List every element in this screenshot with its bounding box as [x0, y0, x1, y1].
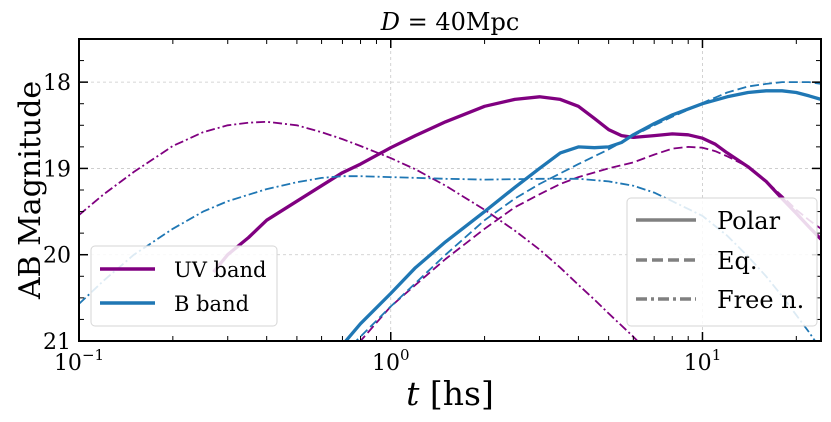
legend-styles: Polar Eq. Free n.	[626, 197, 818, 327]
y-tick-label: 19	[43, 157, 71, 182]
chart-title: D = 40Mpc	[380, 8, 520, 36]
series-line-uv-band-polar	[212, 95, 821, 274]
series-line-uv-band-free-n	[79, 120, 639, 341]
legend-free-n-label: Free n.	[717, 286, 804, 314]
y-tick-label: 18	[43, 71, 71, 96]
ticks	[78, 39, 821, 342]
y-axis-label: AB Magnitude	[13, 81, 48, 300]
x-tick-label-exp: −1	[82, 346, 104, 364]
x-tick-label: 10−1	[54, 346, 104, 376]
legend-bands-box	[90, 245, 278, 327]
x-axis-label-var: t	[406, 374, 420, 413]
x-axis-label-space	[419, 374, 430, 413]
x-tick-label-base: 10	[54, 351, 82, 376]
x-tick-label: 100	[372, 346, 410, 376]
legend-b-band-label: B band	[174, 292, 249, 316]
legend-uv-band-label: UV band	[174, 258, 266, 282]
y-tick-label: 21	[43, 330, 71, 355]
x-tick-label-exp: 0	[400, 346, 410, 364]
x-tick-label-base: 10	[684, 351, 712, 376]
x-axis-label: t [hs]	[406, 374, 494, 413]
x-tick-label-base: 10	[372, 351, 400, 376]
series-line-uv-band-eq	[359, 145, 821, 341]
legend-styles-box	[626, 197, 818, 327]
series-line-b-band-polar	[343, 89, 821, 341]
legend-eq-label: Eq.	[717, 247, 758, 275]
legend-bands: UV band B band	[90, 245, 278, 327]
x-axis-label-unit: [hs]	[430, 374, 494, 413]
legend-polar-label: Polar	[717, 207, 781, 235]
series-line-b-band-eq	[354, 81, 821, 341]
x-tick-label: 101	[684, 346, 722, 376]
chart-title-var: D	[380, 8, 400, 36]
x-tick-label-exp: 1	[712, 346, 722, 364]
series-layer	[79, 81, 821, 341]
chart-title-rest: = 40Mpc	[400, 8, 519, 36]
y-tick-label: 20	[43, 244, 71, 269]
